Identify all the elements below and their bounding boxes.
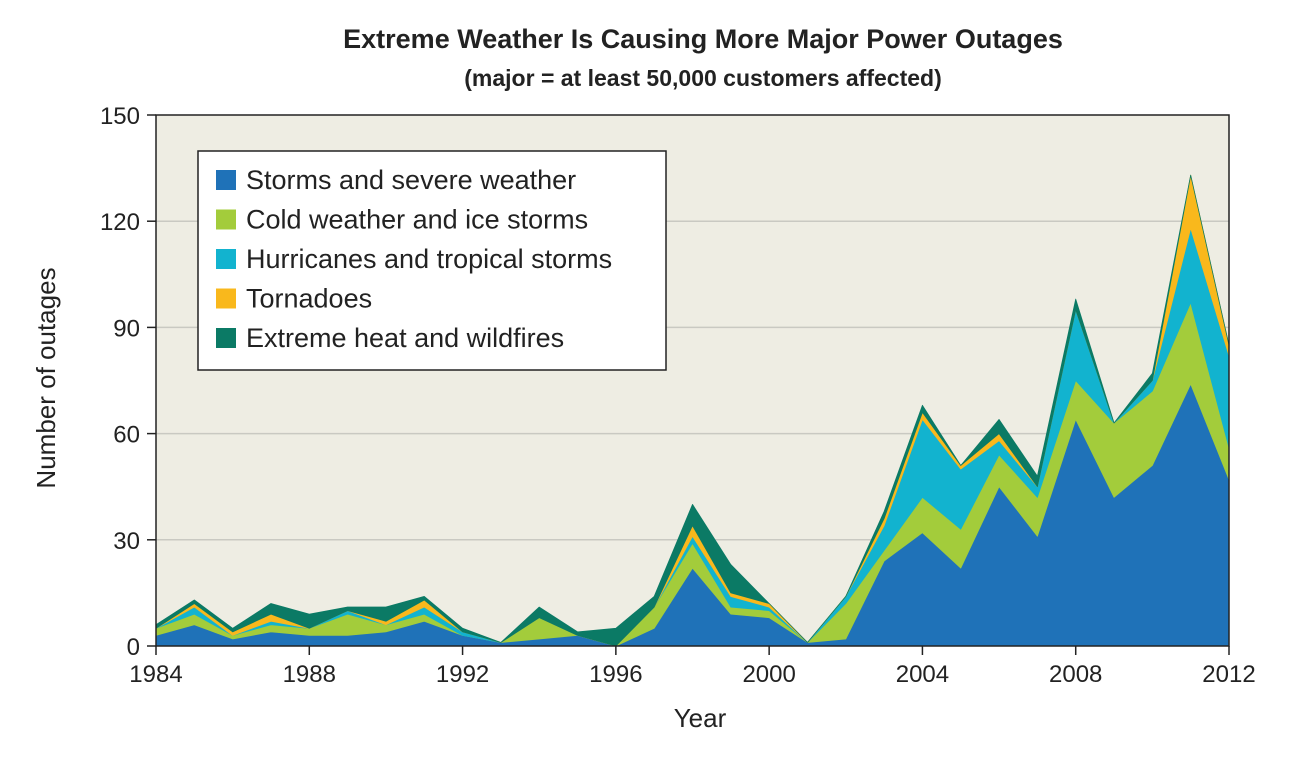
chart-subtitle: (major = at least 50,000 customers affec…	[464, 65, 941, 91]
x-tick-label-2012: 2012	[1202, 661, 1255, 688]
y-tick-labels: 0 30 60 90 120 150	[100, 103, 156, 661]
y-tick-label-150: 150	[100, 103, 140, 130]
legend-swatch-hurricanes-and-tropical-storms	[216, 249, 236, 269]
plot-frame	[155, 114, 1230, 647]
legend-label-tornadoes: Tornadoes	[246, 284, 372, 314]
legend-label-hurricanes-and-tropical-storms: Hurricanes and tropical storms	[246, 244, 612, 274]
x-axis-label: Year	[674, 703, 727, 733]
legend-swatch-cold-weather-and-ice-storms	[216, 209, 236, 230]
legend-label-storms-and-severe-weather: Storms and severe weather	[246, 165, 576, 195]
y-tick-label-30: 30	[113, 528, 140, 555]
legend: Storms and severe weather Cold weather an…	[197, 150, 667, 371]
legend-swatch-extreme-heat-and-wildfires	[216, 328, 236, 348]
legend-swatch-storms-and-severe-weather	[216, 170, 236, 190]
y-axis-label: Number of outages	[31, 267, 61, 488]
x-tick-label-1984: 1984	[129, 661, 182, 688]
x-tick-label-2008: 2008	[1049, 661, 1102, 688]
x-tick-label-1992: 1992	[436, 661, 489, 688]
x-tick-label-2004: 2004	[896, 661, 949, 688]
y-tick-label-90: 90	[113, 315, 140, 342]
chart-title: Extreme Weather Is Causing More Major Po…	[343, 24, 1063, 54]
x-tick-label-1988: 1988	[283, 661, 336, 688]
legend-box	[197, 150, 667, 371]
legend-label-cold-weather-and-ice-storms: Cold weather and ice storms	[246, 205, 588, 235]
legend-swatch-tornadoes	[216, 288, 236, 309]
axes	[155, 114, 1230, 647]
legend-label-extreme-heat-and-wildfires: Extreme heat and wildfires	[246, 323, 564, 353]
area-extreme-heat-and-wildfires	[155, 174, 1230, 647]
x-tick-labels: 1984 1988 1992 1996 2000 2004 2008 2012	[129, 646, 1256, 688]
y-tick-label-60: 60	[113, 422, 140, 449]
x-tick-label-2000: 2000	[742, 661, 795, 688]
y-tick-label-120: 120	[100, 209, 140, 236]
x-tick-label-1996: 1996	[589, 661, 642, 688]
y-tick-label-0: 0	[127, 634, 140, 661]
